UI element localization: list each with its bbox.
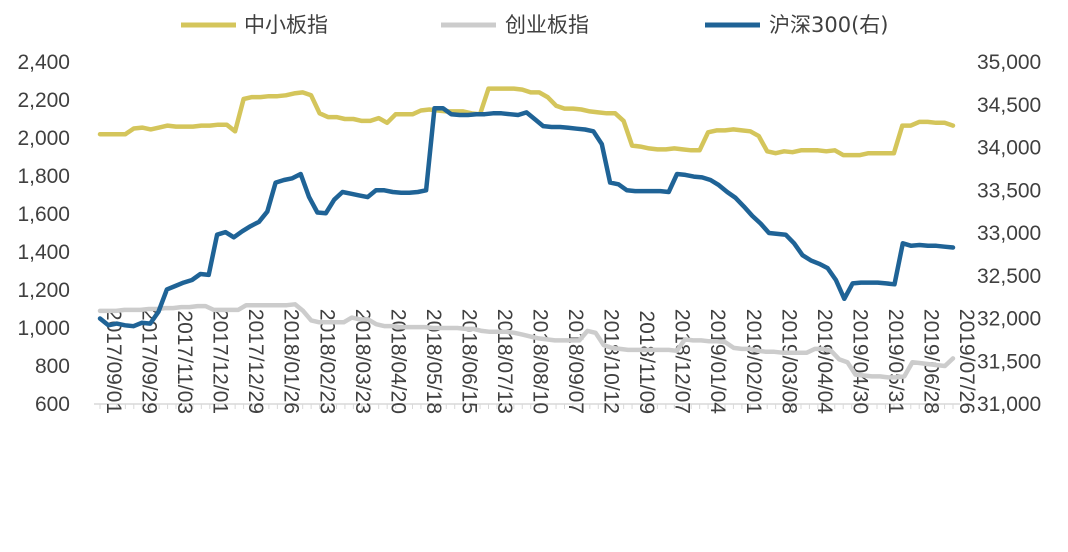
- x-tick-label: 2018/12/07: [671, 309, 694, 414]
- x-tick-label: 2019/05/31: [884, 309, 907, 414]
- x-axis: 2017/09/01 2017/09/29 2017/11/03 2017/12/01…: [94, 309, 978, 414]
- x-tick-label: 2018/01/26: [280, 309, 303, 414]
- right-y-tick-label: 32,000: [977, 308, 1041, 331]
- legend-label-csi300: 沪深300(右): [769, 13, 888, 37]
- series-line-sme: [97, 86, 956, 158]
- x-tick-label: 2019/02/01: [742, 309, 765, 414]
- x-tick-label: 2018/07/13: [493, 309, 516, 414]
- series-line-chinext: [97, 302, 956, 380]
- left-y-tick-label: 2,200: [17, 89, 70, 112]
- right-y-tick-label: 35,000: [977, 51, 1041, 74]
- right-y-tick-label: 34,000: [977, 137, 1041, 160]
- x-tick-label: 2017/09/29: [138, 309, 161, 414]
- x-tick-label: 2019/04/30: [848, 309, 871, 414]
- left-y-tick-label: 600: [35, 393, 70, 416]
- x-tick-label: 2018/06/15: [457, 309, 480, 414]
- left-y-tick-label: 800: [35, 355, 70, 378]
- x-tick-label: 2019/07/26: [955, 309, 978, 414]
- legend-label-sme: 中小板指: [244, 13, 328, 37]
- left-y-axis: 600 800 1,000 1,200 1,400 1,600 1,800 2,000 2,20…: [17, 51, 70, 416]
- x-tick-label: 2018/03/23: [351, 309, 374, 414]
- right-y-tick-label: 31,000: [977, 393, 1041, 416]
- x-tick-label: 2017/11/03: [173, 310, 196, 414]
- left-y-tick-label: 2,400: [17, 51, 70, 74]
- x-tick-label: 2018/02/23: [315, 309, 338, 414]
- x-tick-label: 2018/08/10: [529, 309, 552, 414]
- x-tick-label: 2019/06/28: [919, 309, 942, 414]
- right-y-tick-label: 33,000: [977, 222, 1041, 245]
- x-tick-label: 2017/12/01: [209, 309, 232, 414]
- legend: 中小板指 创业板指 沪深300(右): [181, 13, 888, 37]
- left-y-tick-label: 1,000: [17, 317, 70, 340]
- right-y-tick-label: 33,500: [977, 179, 1041, 202]
- x-tick-label: 2018/09/07: [564, 309, 587, 414]
- left-y-tick-label: 1,400: [17, 241, 70, 264]
- x-tick-label: 2018/05/18: [422, 309, 445, 414]
- left-y-tick-label: 1,200: [17, 279, 70, 302]
- legend-label-chinext: 创业板指: [505, 13, 589, 37]
- x-tick-label: 2019/01/04: [706, 309, 729, 414]
- left-y-tick-label: 1,600: [17, 203, 70, 226]
- right-y-tick-label: 34,500: [977, 94, 1041, 117]
- series-lines: [97, 86, 956, 380]
- series-line-csi300: [97, 105, 956, 329]
- right-y-axis: 31,000 31,500 32,000 32,500 33,000 33,500 34,0…: [977, 51, 1041, 416]
- x-tick-label: 2018/04/20: [386, 309, 409, 414]
- right-y-tick-label: 31,500: [977, 350, 1041, 373]
- right-y-tick-label: 32,500: [977, 265, 1041, 288]
- x-tick-label: 2017/09/01: [102, 309, 125, 414]
- x-tick-label: 2019/04/04: [813, 309, 836, 414]
- x-tick-label: 2018/10/12: [600, 309, 623, 414]
- x-tick-label: 2018/11/09: [635, 310, 658, 414]
- x-tick-label: 2017/12/29: [244, 309, 267, 414]
- left-y-tick-label: 1,800: [17, 165, 70, 188]
- x-tick-label: 2019/03/08: [777, 309, 800, 414]
- left-y-tick-label: 2,000: [17, 127, 70, 150]
